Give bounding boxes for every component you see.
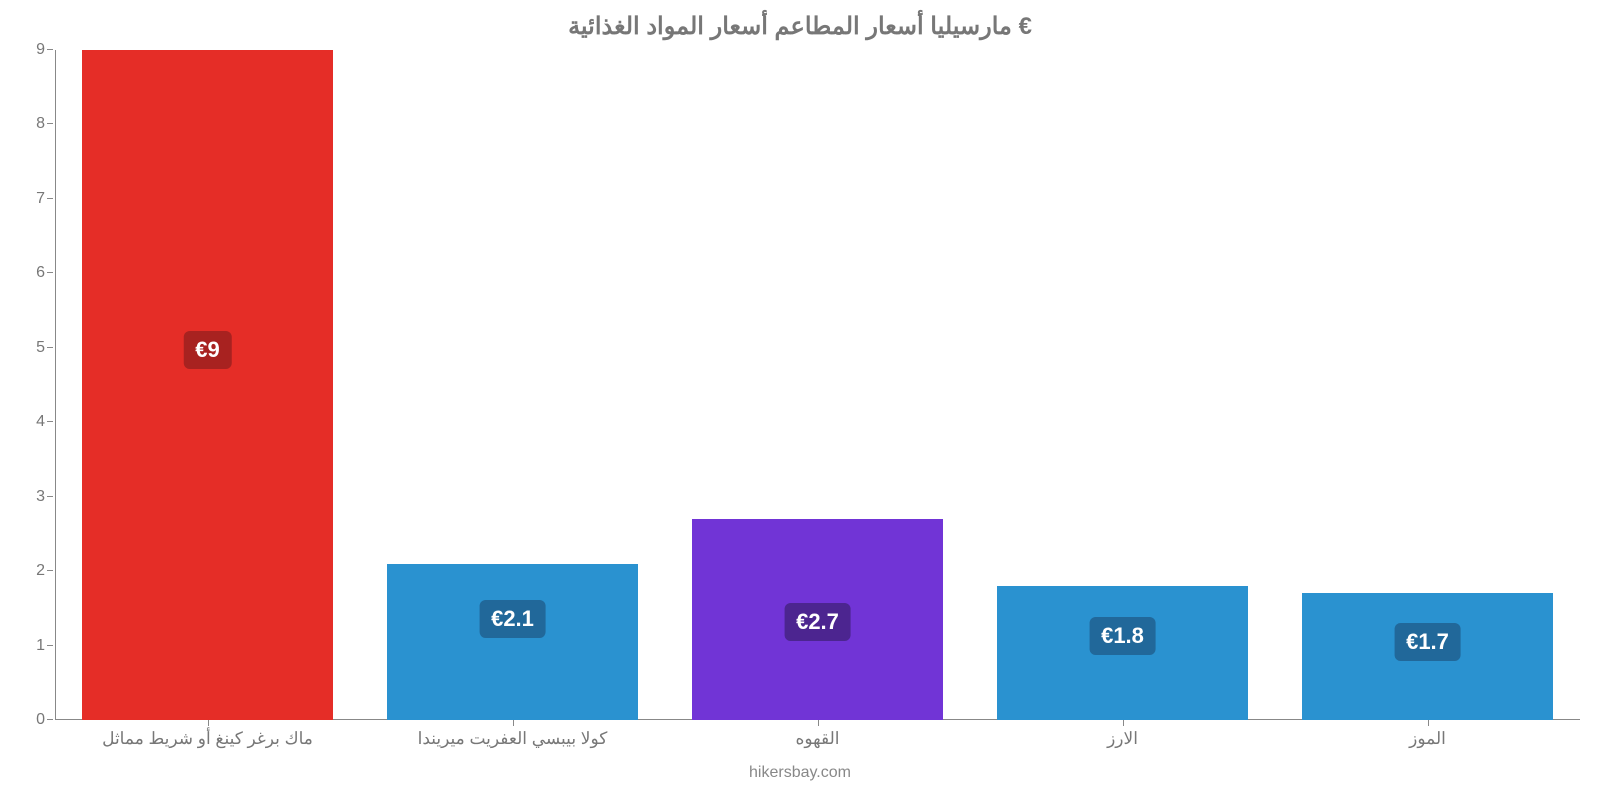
y-tick-mark xyxy=(47,421,53,422)
bar: €1.7 xyxy=(1302,593,1552,720)
y-tick-label: 5 xyxy=(36,339,45,357)
y-tick-mark xyxy=(47,496,53,497)
y-tick-label: 0 xyxy=(36,711,45,729)
bars-area: €9 €2.1 €2.7 €1.8 €1.7 xyxy=(55,50,1580,720)
y-tick-mark xyxy=(47,49,53,50)
value-badge: €2.7 xyxy=(784,603,851,641)
y-tick-label: 6 xyxy=(36,264,45,282)
y-tick-label: 9 xyxy=(36,41,45,59)
bar-slot: €1.7 xyxy=(1275,50,1580,720)
chart-title: مارسيليا أسعار المطاعم أسعار المواد الغذ… xyxy=(0,0,1600,45)
y-axis: 0123456789 xyxy=(0,50,55,720)
bar: €9 xyxy=(82,50,332,720)
value-badge: €1.7 xyxy=(1394,623,1461,661)
bar-slot: €2.1 xyxy=(360,50,665,720)
bar-slot: €1.8 xyxy=(970,50,1275,720)
y-tick-mark xyxy=(47,645,53,646)
y-tick-mark xyxy=(47,570,53,571)
y-tick-mark xyxy=(47,719,53,720)
value-badge: €2.1 xyxy=(479,600,546,638)
x-tick-label: الموز xyxy=(1275,723,1580,755)
x-axis-labels: ماك برغر كينغ أو شريط مماثلكولا بيبسي ال… xyxy=(55,723,1580,755)
value-badge: €9 xyxy=(183,331,231,369)
value-badge: €1.8 xyxy=(1089,617,1156,655)
bar: €2.1 xyxy=(387,564,637,720)
y-tick-label: 3 xyxy=(36,488,45,506)
chart-container: مارسيليا أسعار المطاعم أسعار المواد الغذ… xyxy=(0,0,1600,800)
bar: €1.8 xyxy=(997,586,1247,720)
plot-area: €9 €2.1 €2.7 €1.8 €1.7 xyxy=(55,50,1580,720)
y-tick-label: 2 xyxy=(36,562,45,580)
y-tick-mark xyxy=(47,198,53,199)
y-tick-label: 4 xyxy=(36,413,45,431)
x-tick-label: كولا بيبسي العفريت ميريندا xyxy=(360,723,665,755)
x-tick-label: ماك برغر كينغ أو شريط مماثل xyxy=(55,723,360,755)
y-tick-mark xyxy=(47,123,53,124)
y-tick-label: 1 xyxy=(36,637,45,655)
bar: €2.7 xyxy=(692,519,942,720)
y-tick-label: 8 xyxy=(36,115,45,133)
x-tick-label: القهوه xyxy=(665,723,970,755)
y-tick-mark xyxy=(47,347,53,348)
chart-credit: hikersbay.com xyxy=(0,764,1600,782)
x-tick-label: الارز xyxy=(970,723,1275,755)
y-tick-mark xyxy=(47,272,53,273)
bar-slot: €2.7 xyxy=(665,50,970,720)
bar-slot: €9 xyxy=(55,50,360,720)
y-tick-label: 7 xyxy=(36,190,45,208)
